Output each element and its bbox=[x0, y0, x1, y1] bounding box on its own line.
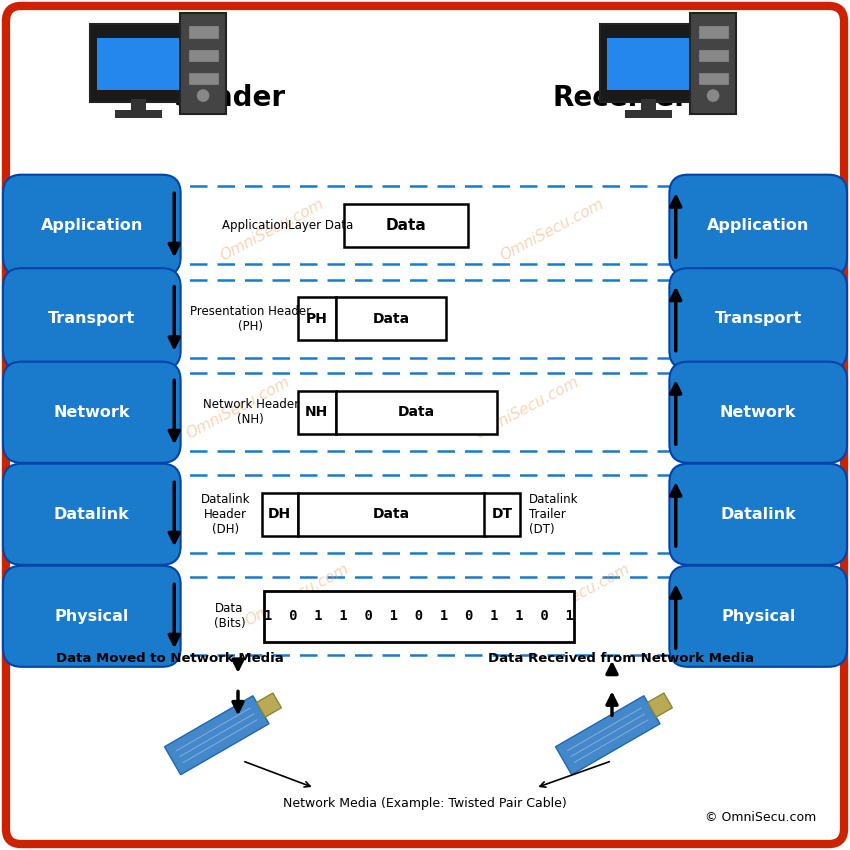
Bar bbox=[484, 493, 520, 536]
Bar bbox=[625, 110, 672, 118]
Text: Network: Network bbox=[720, 405, 796, 420]
Bar bbox=[262, 493, 298, 536]
FancyBboxPatch shape bbox=[670, 175, 847, 276]
Text: Application: Application bbox=[41, 218, 143, 233]
FancyBboxPatch shape bbox=[3, 464, 181, 565]
Text: Data Moved to Network Media: Data Moved to Network Media bbox=[56, 652, 284, 666]
Text: Data: Data bbox=[372, 507, 410, 521]
Text: OmniSecu.com: OmniSecu.com bbox=[473, 374, 581, 442]
Text: ApplicationLayer Data: ApplicationLayer Data bbox=[222, 218, 353, 232]
Bar bbox=[699, 26, 728, 37]
Text: OmniSecu.com: OmniSecu.com bbox=[218, 196, 326, 264]
Bar bbox=[189, 50, 218, 61]
Bar bbox=[298, 493, 484, 536]
Text: Transport: Transport bbox=[48, 311, 135, 326]
Bar bbox=[298, 298, 336, 340]
Text: Transport: Transport bbox=[715, 311, 802, 326]
Text: Presentation Header
(PH): Presentation Header (PH) bbox=[190, 305, 311, 332]
Text: Application: Application bbox=[707, 218, 809, 233]
Circle shape bbox=[197, 90, 209, 101]
FancyBboxPatch shape bbox=[670, 464, 847, 565]
Bar bbox=[97, 38, 179, 90]
FancyBboxPatch shape bbox=[3, 362, 181, 462]
Text: Data Received from Network Media: Data Received from Network Media bbox=[488, 652, 753, 666]
FancyBboxPatch shape bbox=[3, 269, 181, 369]
Text: OmniSecu.com: OmniSecu.com bbox=[184, 374, 292, 442]
Text: 1  0  1  1  0  1  0  1  0  1  1  0  1: 1 0 1 1 0 1 0 1 0 1 1 0 1 bbox=[264, 609, 574, 623]
FancyBboxPatch shape bbox=[21, 21, 829, 829]
Text: © OmniSecu.com: © OmniSecu.com bbox=[705, 811, 816, 824]
Text: Datalink: Datalink bbox=[720, 507, 796, 522]
Text: Datalink: Datalink bbox=[54, 507, 130, 522]
Circle shape bbox=[707, 90, 719, 101]
FancyBboxPatch shape bbox=[670, 566, 847, 666]
Text: Sender: Sender bbox=[174, 84, 285, 111]
FancyBboxPatch shape bbox=[90, 25, 187, 103]
Bar bbox=[115, 110, 162, 118]
Bar bbox=[344, 204, 468, 246]
Bar bbox=[264, 591, 574, 642]
Bar bbox=[336, 298, 446, 340]
Polygon shape bbox=[648, 693, 672, 717]
Text: OmniSecu.com: OmniSecu.com bbox=[524, 561, 632, 629]
Text: Network: Network bbox=[54, 405, 130, 420]
FancyBboxPatch shape bbox=[670, 362, 847, 462]
FancyBboxPatch shape bbox=[180, 13, 226, 114]
Bar bbox=[189, 73, 218, 84]
Text: OmniSecu.com: OmniSecu.com bbox=[243, 561, 352, 629]
FancyBboxPatch shape bbox=[600, 25, 697, 103]
Bar bbox=[298, 391, 336, 434]
Bar bbox=[336, 391, 497, 434]
Text: OmniSecu.com: OmniSecu.com bbox=[498, 196, 607, 264]
Bar bbox=[699, 50, 728, 61]
Text: Physical: Physical bbox=[721, 609, 796, 624]
FancyBboxPatch shape bbox=[3, 566, 181, 666]
Text: Data: Data bbox=[398, 405, 435, 419]
Bar bbox=[189, 26, 218, 37]
Polygon shape bbox=[165, 696, 269, 774]
Bar bbox=[641, 99, 655, 112]
Text: Datalink
Header
(DH): Datalink Header (DH) bbox=[201, 493, 250, 536]
Text: Physical: Physical bbox=[54, 609, 129, 624]
Bar bbox=[131, 99, 145, 112]
Text: DT: DT bbox=[492, 507, 513, 521]
FancyBboxPatch shape bbox=[670, 269, 847, 369]
Text: PH: PH bbox=[306, 312, 327, 326]
Text: Data: Data bbox=[372, 312, 410, 326]
Text: Network Media (Example: Twisted Pair Cable): Network Media (Example: Twisted Pair Cab… bbox=[283, 796, 567, 810]
FancyBboxPatch shape bbox=[6, 6, 844, 844]
Bar bbox=[699, 73, 728, 84]
FancyBboxPatch shape bbox=[3, 175, 181, 276]
Text: NH: NH bbox=[305, 405, 328, 419]
Text: Datalink
Trailer
(DT): Datalink Trailer (DT) bbox=[529, 493, 578, 536]
Text: Data
(Bits): Data (Bits) bbox=[213, 603, 246, 630]
Polygon shape bbox=[257, 693, 281, 717]
Text: Network Header
(NH): Network Header (NH) bbox=[202, 399, 299, 426]
Polygon shape bbox=[556, 696, 660, 774]
FancyBboxPatch shape bbox=[690, 13, 736, 114]
Text: Data: Data bbox=[386, 218, 426, 233]
Bar bbox=[607, 38, 689, 90]
Text: DH: DH bbox=[268, 507, 292, 521]
Text: Receiver: Receiver bbox=[552, 84, 688, 111]
